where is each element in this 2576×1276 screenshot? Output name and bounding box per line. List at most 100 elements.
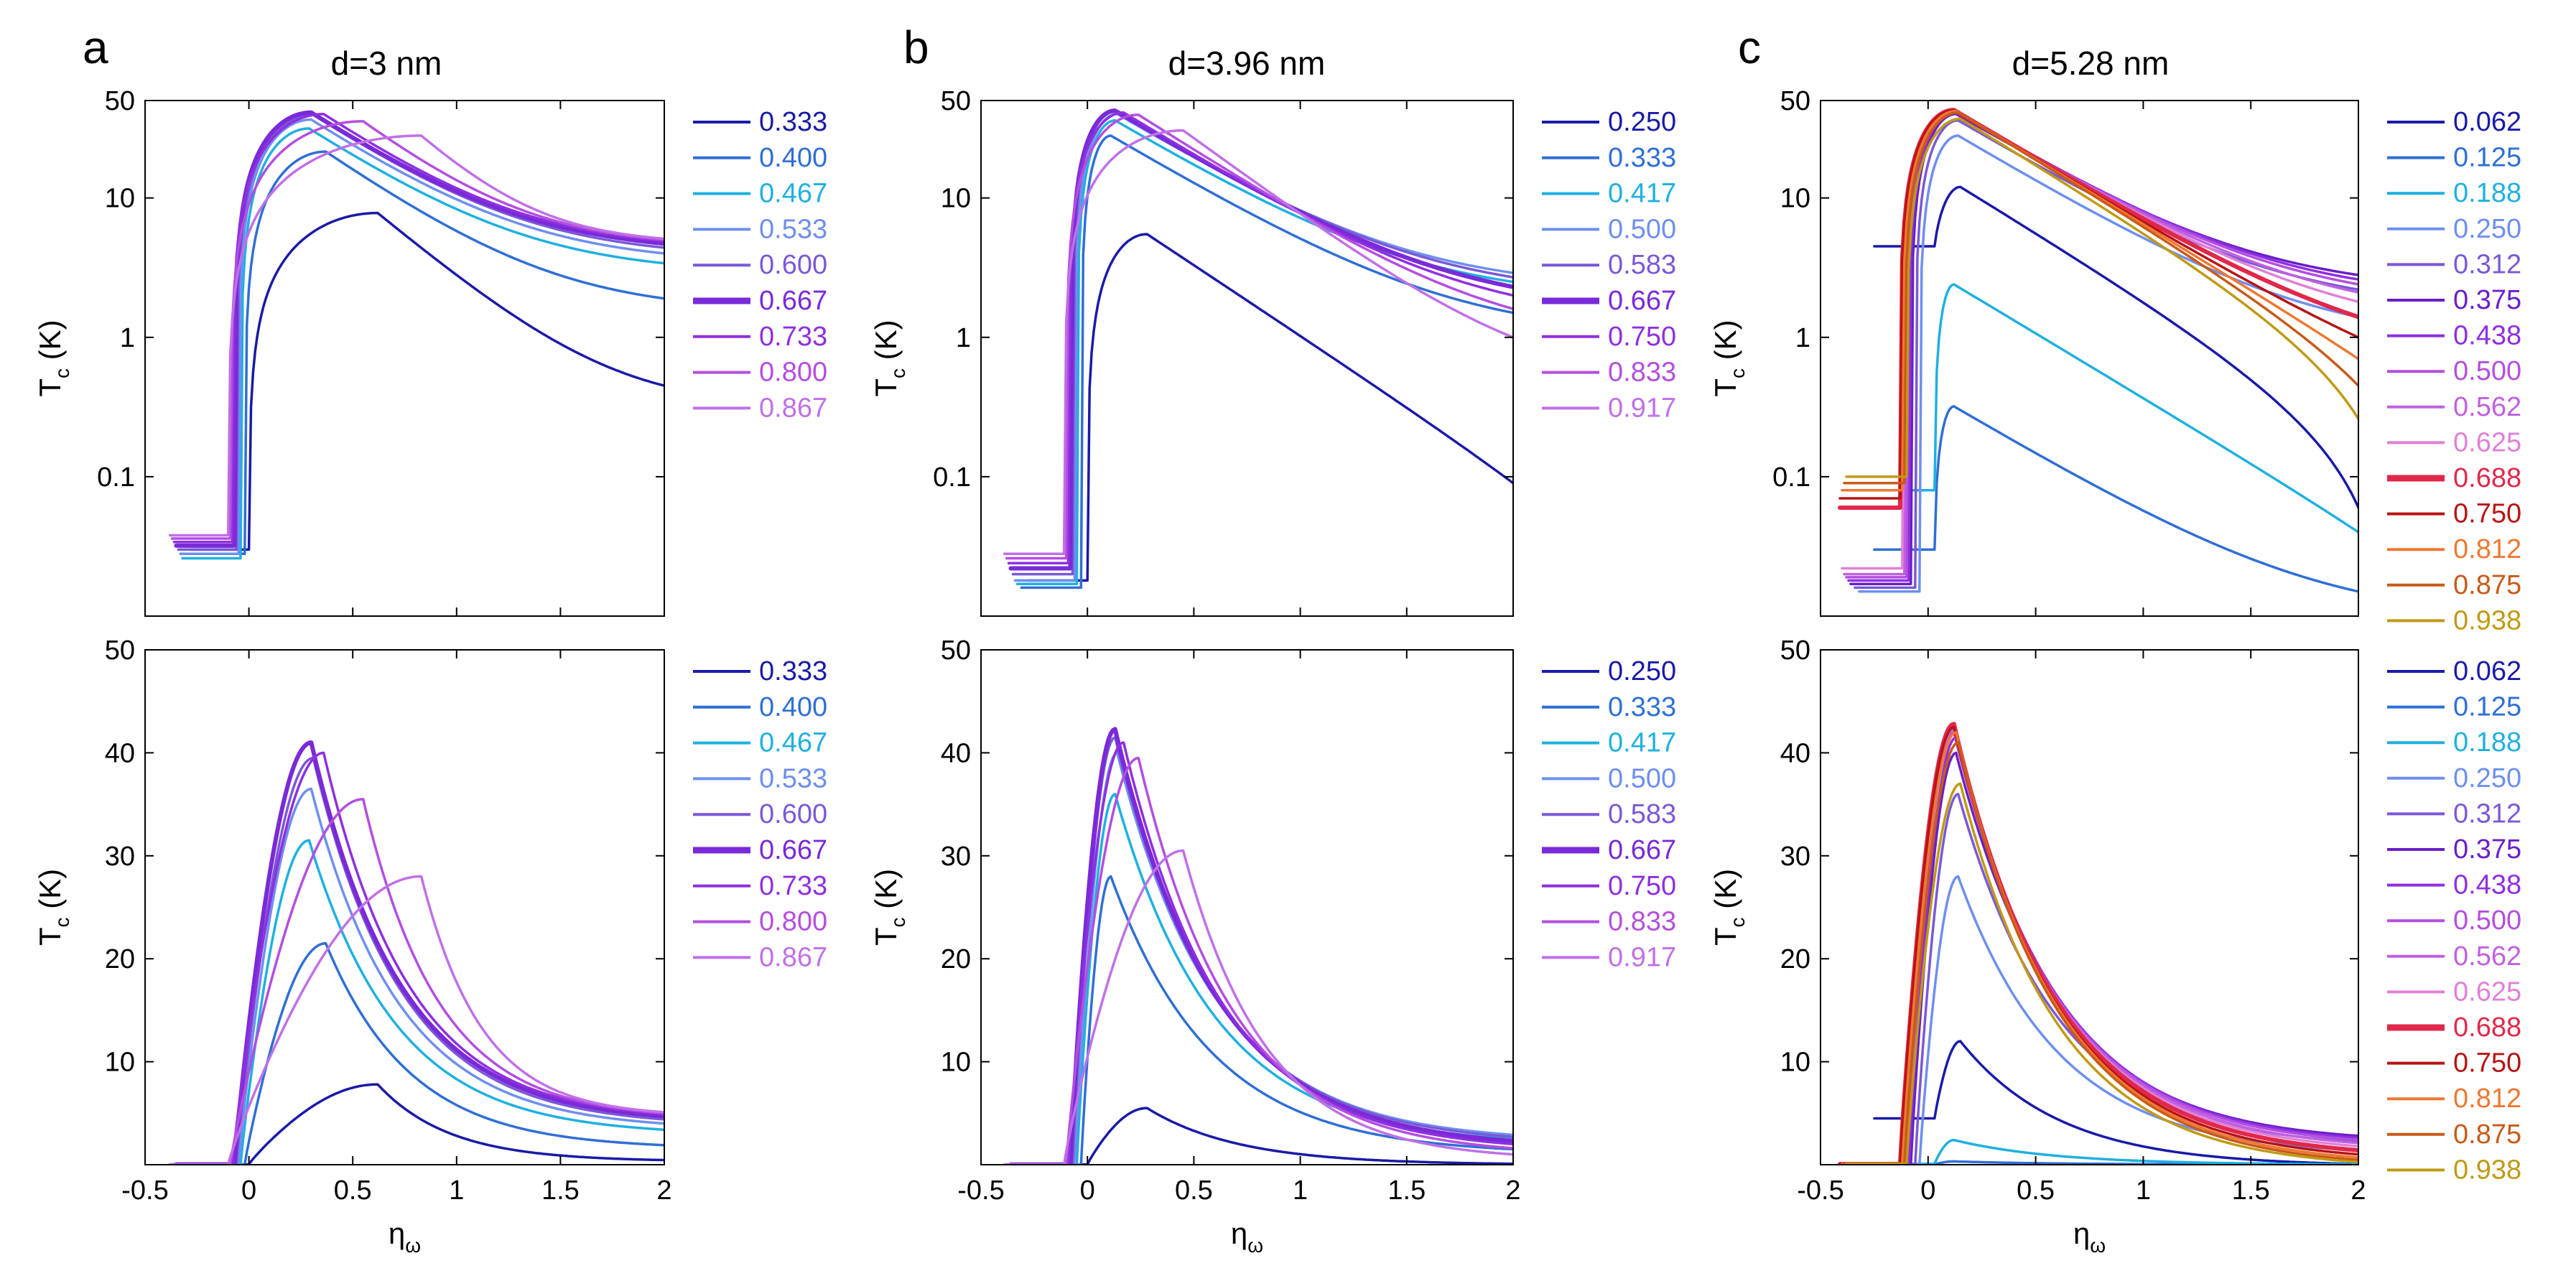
legend-label: 0.438: [2453, 870, 2521, 900]
series-line-0.467: [181, 839, 664, 1165]
series-group: [1838, 722, 2358, 1165]
series-group: [168, 110, 664, 560]
series-line-0.733: [172, 113, 664, 544]
x-tick-label: 0: [1920, 1175, 1935, 1206]
legend-label: 0.625: [2453, 977, 2521, 1007]
legend-label: 0.583: [1608, 250, 1676, 280]
series-line-0.667: [174, 740, 664, 1165]
series-line-0.125: [1873, 405, 2358, 593]
series-line-0.867: [168, 875, 664, 1165]
series-line-0.833: [1005, 756, 1513, 1165]
series-group: [1003, 727, 1513, 1165]
x-tick-label: 0.5: [2017, 1175, 2055, 1206]
x-tick-label: 1.5: [1387, 1175, 1426, 1206]
chart-a-top: 0.1 1 10 50 d=3 nm Tc (K) 0.333 0.400 0.467 0.533…: [33, 45, 827, 617]
x-tick-label: 0.5: [1175, 1175, 1213, 1206]
series-line-0.062: [1873, 1040, 2358, 1165]
x-axis-label: ηω: [2073, 1216, 2106, 1257]
legend-label: 0.875: [2453, 570, 2521, 600]
x-tick-label: -0.5: [957, 1175, 1004, 1206]
legend-label: 0.533: [759, 763, 827, 793]
y-tick-label: 0.1: [97, 462, 135, 493]
y-tick-label: 20: [1780, 944, 1810, 974]
series-line-0.062: [1873, 185, 2358, 509]
series-group: [1838, 108, 2358, 593]
plot-frame: [980, 649, 1514, 1165]
legend-label: 0.312: [2453, 798, 2521, 829]
legend-label: 0.062: [2453, 656, 2521, 686]
y-axis-label: Tc (K): [1708, 869, 1749, 946]
series-line-0.938: [1845, 117, 2358, 478]
x-tick-label: 0: [1080, 1175, 1095, 1206]
legend-label: 0.333: [759, 656, 827, 686]
legend-label: 0.600: [759, 799, 827, 829]
legend-label: 0.500: [2453, 356, 2521, 386]
legend-label: 0.188: [2453, 178, 2521, 208]
legend-label: 0.500: [2453, 905, 2521, 936]
y-tick-label: 1: [1795, 323, 1810, 353]
y-tick-label: 40: [105, 738, 135, 768]
x-tick-label: 1: [2136, 1175, 2151, 1206]
legend-label: 0.312: [2453, 249, 2521, 279]
y-tick-label: 1: [120, 323, 135, 353]
legend-label: 0.562: [2453, 941, 2521, 972]
legend-label: 0.333: [1608, 692, 1676, 722]
x-axis-label: ηω: [389, 1216, 421, 1257]
x-tick-label: 0: [241, 1175, 256, 1206]
legend-label: 0.500: [1608, 214, 1676, 244]
legend-label: 0.125: [2453, 143, 2521, 173]
series-line-0.533: [179, 118, 664, 555]
legend-label: 0.583: [1608, 799, 1676, 829]
legend-label: 0.917: [1608, 393, 1676, 423]
x-tick-label: 2: [2351, 1175, 2366, 1206]
legend: 0.250 0.333 0.417 0.500 0.583 0.667 0.750 0.833…: [1542, 656, 1676, 972]
y-tick-label: 50: [105, 635, 135, 666]
legend-label: 0.800: [759, 358, 827, 388]
series-line-0.867: [168, 134, 664, 537]
series-line-0.188: [1873, 283, 2358, 534]
plot-frame: [1820, 649, 2359, 1165]
legend-label: 0.733: [759, 322, 827, 352]
series-line-0.312: [1854, 118, 2358, 590]
legend-label: 0.688: [2453, 463, 2521, 493]
y-axis-label: Tc (K): [33, 320, 73, 396]
series-line-0.188: [1873, 1138, 2358, 1165]
legend-label: 0.750: [2453, 499, 2521, 529]
legend-label: 0.625: [2453, 427, 2521, 457]
series-line-0.750: [1007, 741, 1513, 1165]
panel-letter-a: a: [83, 22, 108, 73]
legend-label: 0.500: [1608, 763, 1676, 793]
legend-label: 0.438: [2453, 321, 2521, 351]
series-line-0.750: [1838, 725, 2358, 1165]
legend-label: 0.667: [1608, 835, 1676, 865]
legend: 0.062 0.125 0.188 0.250 0.312 0.375 0.438 0.500…: [2387, 656, 2521, 1185]
chart-a-bottom: -0.5 0 0.5 1 1.5 2 10 20 30 40 50 Tc (K) ηω 0.333 0.40…: [33, 635, 827, 1257]
series-line-0.333: [189, 211, 664, 551]
y-tick-label: 50: [105, 86, 135, 116]
legend-label: 0.800: [759, 907, 827, 937]
legend-label: 0.917: [1608, 942, 1676, 972]
plot-frame: [1820, 100, 2359, 617]
plot-frame: [144, 649, 665, 1165]
series-line-0.467: [181, 127, 664, 560]
plot-frame: [980, 100, 1514, 617]
series-line-0.250: [1858, 134, 2358, 593]
series-line-0.917: [1003, 849, 1513, 1165]
y-tick-label: 50: [1780, 86, 1810, 116]
legend-label: 0.812: [2453, 1084, 2521, 1114]
legend-label: 0.533: [759, 214, 827, 244]
legend-label: 0.467: [759, 179, 827, 209]
x-tick-label: 1: [449, 1175, 464, 1206]
legend-label: 0.667: [759, 286, 827, 316]
legend-label: 0.400: [759, 143, 827, 173]
series-group: [168, 740, 664, 1165]
panel-title: d=5.28 nm: [2012, 45, 2170, 82]
legend-label: 0.250: [1608, 656, 1676, 686]
series-line-0.333: [1020, 134, 1513, 590]
series-line-0.750: [1007, 111, 1513, 564]
y-tick-label: 50: [1780, 635, 1810, 666]
legend-label: 0.417: [1608, 728, 1676, 758]
